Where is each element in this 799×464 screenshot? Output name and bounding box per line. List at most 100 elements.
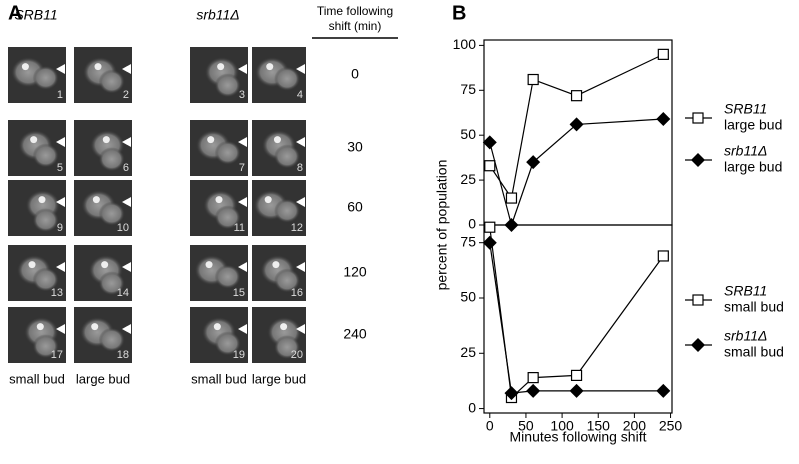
y-tick-label: 100 xyxy=(453,36,477,52)
image-number: 10 xyxy=(117,222,129,234)
bud-label: large bud xyxy=(76,371,130,386)
micrograph: 19 xyxy=(190,307,248,363)
micrograph: 1 xyxy=(8,47,66,103)
arrowhead xyxy=(296,262,305,272)
nucleus xyxy=(101,261,109,269)
x-tick-label: 250 xyxy=(659,418,683,434)
marker xyxy=(656,383,671,398)
image-number: 8 xyxy=(297,162,303,174)
image-number: 16 xyxy=(291,287,303,299)
arrowhead xyxy=(122,137,131,147)
marker xyxy=(526,155,541,170)
image-number: 9 xyxy=(57,222,63,234)
arrowhead xyxy=(296,197,305,207)
x-tick-label: 0 xyxy=(486,418,494,434)
cell xyxy=(214,73,241,98)
marker xyxy=(504,386,519,401)
marker xyxy=(569,117,584,132)
image-number: 2 xyxy=(123,89,129,101)
plot-frame xyxy=(483,224,673,414)
marker xyxy=(484,160,496,172)
legend-name: SRB11 xyxy=(724,283,767,299)
arrowhead xyxy=(56,64,65,74)
cell xyxy=(32,143,59,168)
legend-name: srb11Δ xyxy=(724,143,767,159)
micrograph: 3 xyxy=(190,47,248,103)
column-header: SRB11 xyxy=(14,7,57,23)
micrograph: 20 xyxy=(252,307,306,363)
cell xyxy=(32,267,59,292)
cell xyxy=(32,208,59,233)
arrowhead xyxy=(296,137,305,147)
marker xyxy=(657,48,669,60)
nucleus xyxy=(36,323,44,331)
micrograph: 9 xyxy=(8,180,66,236)
cell xyxy=(274,66,301,91)
nucleus xyxy=(207,136,215,144)
marker xyxy=(484,221,496,233)
micrograph: 12 xyxy=(252,180,306,236)
arrowhead xyxy=(56,262,65,272)
y-tick-label: 25 xyxy=(460,344,476,360)
marker xyxy=(526,383,541,398)
legend-name: SRB11 xyxy=(724,101,767,117)
time-label: 240 xyxy=(343,326,367,342)
y-tick-label: 75 xyxy=(460,81,476,97)
nucleus xyxy=(266,63,274,71)
x-axis-label: Minutes following shift xyxy=(510,429,647,445)
x-tick-label: 50 xyxy=(518,418,534,434)
micrograph: 13 xyxy=(8,245,66,301)
nucleus xyxy=(28,261,36,269)
marker xyxy=(691,153,705,167)
x-tick-label: 100 xyxy=(550,418,574,434)
nucleus xyxy=(30,136,38,144)
marker xyxy=(570,369,583,381)
panel-label: B xyxy=(452,2,466,24)
image-number: 5 xyxy=(57,162,63,174)
cell xyxy=(32,334,59,359)
legend-group: small bud xyxy=(724,344,784,360)
legend-group: large bud xyxy=(724,117,782,133)
nucleus xyxy=(102,136,110,144)
arrowhead xyxy=(56,197,65,207)
y-tick-label: 75 xyxy=(460,233,476,249)
nucleus xyxy=(94,63,102,71)
micrograph: 17 xyxy=(8,307,66,363)
image-number: 12 xyxy=(291,222,303,234)
y-tick-label: 25 xyxy=(460,171,476,187)
arrowhead xyxy=(238,262,247,272)
nucleus xyxy=(217,63,225,71)
time-header: shift (min) xyxy=(329,19,382,33)
nucleus xyxy=(280,323,288,331)
nucleus xyxy=(205,261,213,269)
nucleus xyxy=(215,196,223,204)
arrowhead xyxy=(238,64,247,74)
marker xyxy=(692,294,704,306)
micrograph: 2 xyxy=(74,47,132,103)
arrowhead xyxy=(238,324,247,334)
time-header: Time following xyxy=(317,4,393,18)
time-label: 30 xyxy=(347,139,363,155)
legend-name: srb11Δ xyxy=(724,328,767,344)
arrowhead xyxy=(122,324,131,334)
marker xyxy=(570,90,583,102)
legend-group: small bud xyxy=(724,299,784,315)
cell xyxy=(274,198,301,223)
image-number: 11 xyxy=(234,222,245,234)
micrograph: 15 xyxy=(190,245,248,301)
cell xyxy=(214,205,241,230)
marker xyxy=(691,338,705,352)
micrograph: 6 xyxy=(74,120,132,176)
marker xyxy=(482,135,497,150)
marker xyxy=(657,250,669,262)
arrowhead xyxy=(238,197,247,207)
arrowhead xyxy=(56,137,65,147)
cell xyxy=(98,271,125,296)
arrowhead xyxy=(238,137,247,147)
cell xyxy=(98,147,125,172)
micrograph: 8 xyxy=(252,120,306,176)
micrograph: 5 xyxy=(8,120,66,176)
arrowhead xyxy=(122,64,131,74)
arrowhead xyxy=(122,197,131,207)
micrograph: 16 xyxy=(252,245,306,301)
